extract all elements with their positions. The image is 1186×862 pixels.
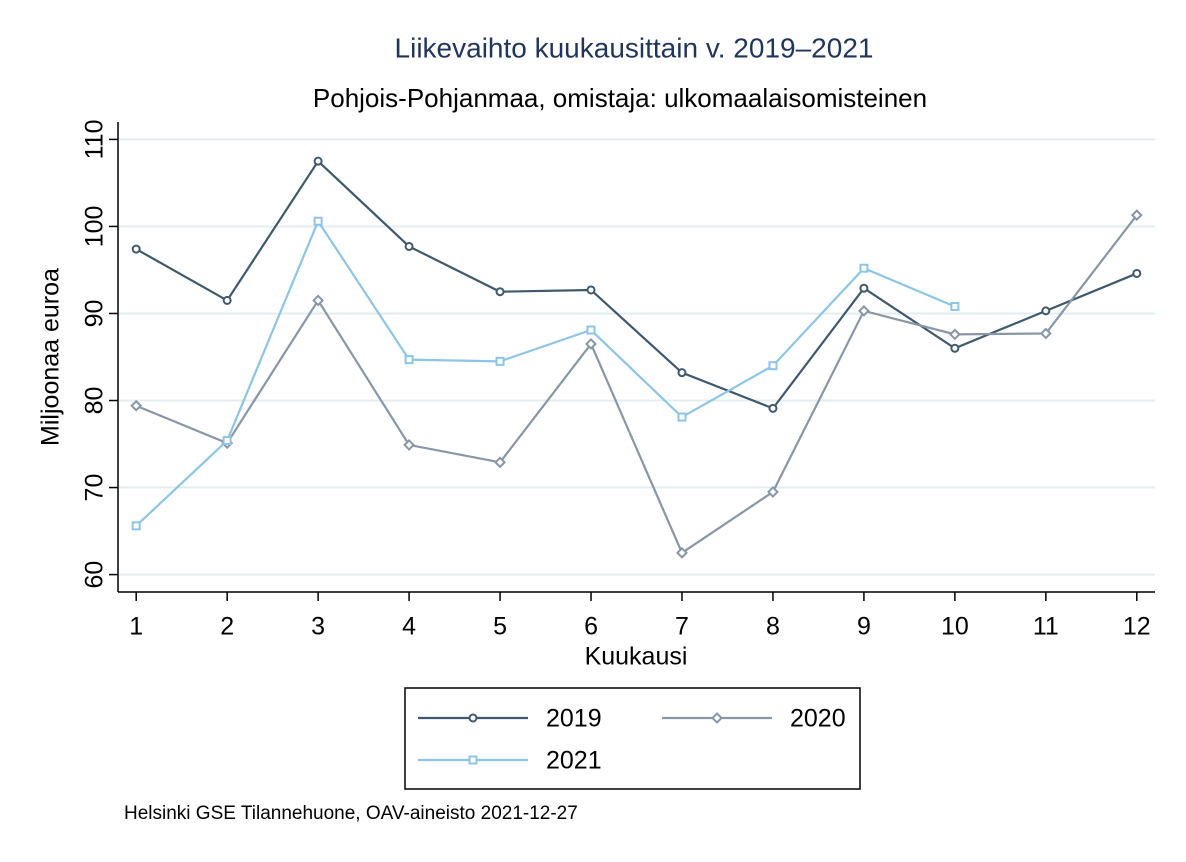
marker — [950, 343, 960, 353]
marker — [677, 412, 687, 422]
y-axis-label: Miljoonaa euroa — [37, 268, 65, 446]
marker — [495, 287, 505, 297]
note: Helsinki GSE Tilannehuone, OAV-aineisto … — [124, 803, 578, 824]
marker — [312, 294, 325, 307]
y-tick-label: 90 — [81, 300, 109, 328]
y-tick-label: 80 — [81, 387, 109, 415]
marker — [468, 713, 478, 723]
marker — [1039, 327, 1052, 340]
marker — [495, 356, 505, 366]
legend-label: 2019 — [546, 705, 602, 733]
marker — [768, 361, 778, 371]
marker — [313, 156, 323, 166]
x-tick-label: 10 — [941, 613, 969, 641]
y-tick-label: 110 — [81, 119, 109, 159]
marker — [130, 399, 143, 412]
y-tick-label: 60 — [81, 561, 109, 589]
marker — [222, 295, 232, 305]
marker — [586, 285, 596, 295]
legend-label: 2021 — [546, 747, 602, 775]
x-tick-label: 2 — [220, 613, 234, 641]
marker — [1041, 306, 1051, 316]
y-tick-label: 100 — [81, 206, 109, 248]
marker — [404, 241, 414, 251]
legend-label: 2020 — [790, 705, 846, 733]
x-tick-label: 4 — [402, 613, 416, 641]
chart-subtitle: Pohjois-Pohjanmaa, omistaja: ulkomaalais… — [313, 83, 927, 113]
marker — [677, 368, 687, 378]
marker — [586, 325, 596, 335]
marker — [403, 438, 416, 451]
marker — [676, 546, 688, 559]
marker — [313, 216, 323, 226]
legend-box — [404, 687, 861, 790]
marker — [222, 436, 232, 446]
x-tick-label: 12 — [1123, 613, 1151, 641]
x-tick-label: 8 — [766, 613, 780, 641]
series-line — [135, 214, 1138, 555]
marker — [404, 355, 414, 365]
marker — [767, 485, 779, 498]
marker — [768, 403, 778, 413]
marker — [950, 302, 960, 312]
x-tick-label: 1 — [129, 613, 143, 641]
series-line — [135, 218, 956, 527]
marker — [494, 456, 506, 469]
marker — [468, 755, 478, 765]
x-tick-label: 11 — [1033, 613, 1059, 641]
x-tick-label: 7 — [675, 613, 689, 641]
marker — [948, 328, 961, 341]
x-axis-label: Kuukausi — [585, 643, 688, 671]
marker — [711, 712, 723, 724]
x-tick-label: 9 — [857, 613, 871, 641]
series-line — [135, 159, 1138, 410]
chart-title: Liikevaihto kuukausittain v. 2019–2021 — [395, 32, 874, 63]
x-tick-label: 5 — [493, 613, 507, 641]
x-tick-label: 6 — [584, 613, 598, 641]
marker — [857, 304, 870, 317]
x-tick-label: 3 — [311, 613, 325, 641]
marker — [1132, 268, 1142, 278]
marker — [131, 521, 141, 531]
marker — [585, 338, 597, 350]
marker — [131, 244, 141, 254]
marker — [859, 283, 869, 293]
marker — [859, 263, 869, 273]
y-tick-label: 70 — [81, 474, 109, 502]
marker — [1130, 209, 1143, 222]
